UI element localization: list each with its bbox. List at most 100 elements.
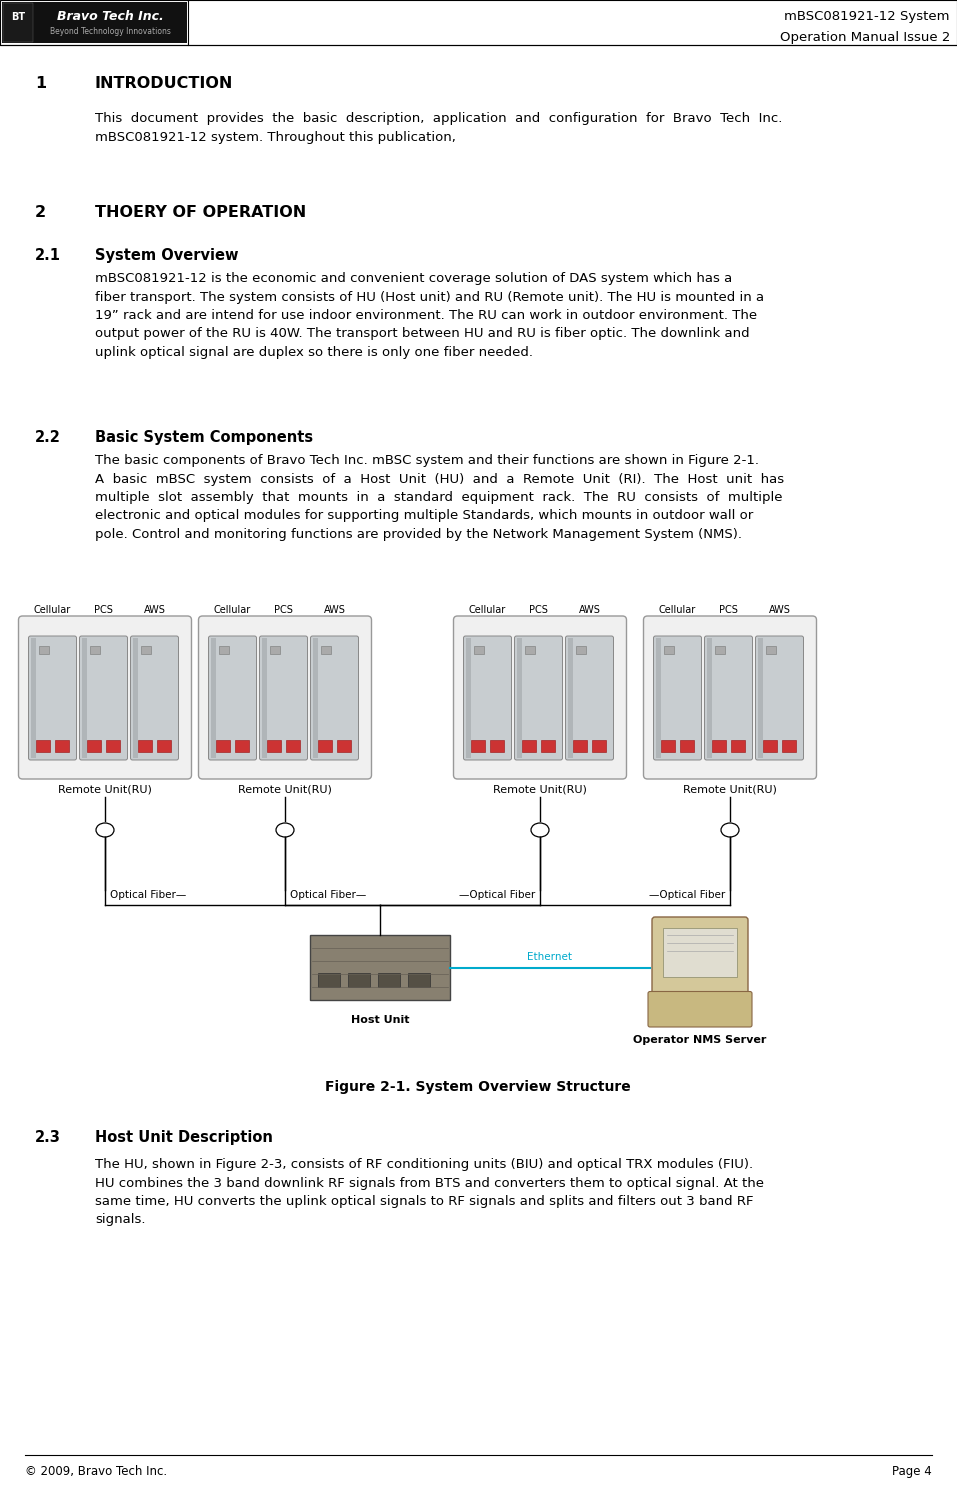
Text: The basic components of Bravo Tech Inc. mBSC system and their functions are show: The basic components of Bravo Tech Inc. … [95, 453, 784, 541]
FancyBboxPatch shape [79, 637, 127, 760]
Ellipse shape [531, 823, 549, 836]
Bar [132, 638, 138, 757]
Bar [234, 740, 249, 751]
Bar [321, 646, 330, 655]
FancyBboxPatch shape [29, 637, 77, 760]
Bar [38, 646, 49, 655]
FancyBboxPatch shape [648, 992, 752, 1027]
Bar [35, 740, 50, 751]
Bar [524, 646, 535, 655]
Bar [575, 646, 586, 655]
FancyBboxPatch shape [259, 637, 307, 760]
Ellipse shape [96, 823, 114, 836]
Bar [706, 638, 711, 757]
FancyBboxPatch shape [130, 637, 179, 760]
Bar [285, 740, 300, 751]
Text: Bravo Tech Inc.: Bravo Tech Inc. [56, 9, 164, 22]
Bar [3, 3, 33, 42]
Bar [2, 1, 187, 43]
Ellipse shape [721, 823, 739, 836]
Bar [337, 740, 350, 751]
FancyBboxPatch shape [566, 637, 613, 760]
Text: 1: 1 [35, 76, 46, 91]
Bar [81, 638, 86, 757]
FancyBboxPatch shape [463, 637, 511, 760]
FancyBboxPatch shape [454, 616, 627, 778]
Bar [591, 740, 606, 751]
Text: This  document  provides  the  basic  description,  application  and  configurat: This document provides the basic descrip… [95, 112, 783, 143]
Bar [522, 740, 536, 751]
Bar [465, 638, 471, 757]
Bar [517, 638, 522, 757]
Text: Cellular: Cellular [33, 605, 71, 614]
Bar [408, 974, 430, 987]
FancyBboxPatch shape [198, 616, 371, 778]
Bar [474, 646, 483, 655]
Bar [86, 740, 100, 751]
Text: Host Unit: Host Unit [351, 1015, 410, 1024]
Bar [766, 646, 775, 655]
Bar [218, 646, 229, 655]
Bar [378, 974, 400, 987]
Text: AWS: AWS [579, 605, 600, 614]
Bar [730, 740, 745, 751]
Bar [310, 935, 450, 1000]
Text: © 2009, Bravo Tech Inc.: © 2009, Bravo Tech Inc. [25, 1466, 167, 1479]
Bar [105, 740, 120, 751]
FancyBboxPatch shape [654, 637, 701, 760]
Text: THOERY OF OPERATION: THOERY OF OPERATION [95, 204, 306, 221]
Text: PCS: PCS [719, 605, 738, 614]
Text: 2.3: 2.3 [35, 1130, 61, 1145]
Text: PCS: PCS [94, 605, 113, 614]
Bar [157, 740, 170, 751]
Text: —Optical Fiber: —Optical Fiber [649, 890, 725, 901]
Bar [318, 740, 331, 751]
Text: Page 4: Page 4 [892, 1466, 932, 1479]
FancyBboxPatch shape [18, 616, 191, 778]
Bar [348, 974, 370, 987]
Text: Host Unit Description: Host Unit Description [95, 1130, 273, 1145]
FancyBboxPatch shape [209, 637, 256, 760]
Text: 2: 2 [35, 204, 46, 221]
Bar [215, 740, 230, 751]
Text: Cellular: Cellular [213, 605, 251, 614]
Bar [763, 740, 776, 751]
Text: Cellular: Cellular [469, 605, 506, 614]
Bar [663, 646, 674, 655]
Bar [782, 740, 795, 751]
Bar [141, 646, 150, 655]
Text: AWS: AWS [144, 605, 166, 614]
Bar [572, 740, 587, 751]
Bar [55, 740, 69, 751]
Text: Remote Unit(RU): Remote Unit(RU) [58, 784, 152, 795]
Bar [568, 638, 572, 757]
Text: Beyond Technology Innovations: Beyond Technology Innovations [50, 27, 170, 36]
FancyBboxPatch shape [755, 637, 804, 760]
Text: AWS: AWS [768, 605, 790, 614]
FancyBboxPatch shape [515, 637, 563, 760]
Bar [660, 740, 675, 751]
Text: PCS: PCS [529, 605, 548, 614]
Text: Figure 2-1. System Overview Structure: Figure 2-1. System Overview Structure [325, 1079, 631, 1094]
Text: 2.1: 2.1 [35, 248, 61, 262]
Text: Optical Fiber—: Optical Fiber— [290, 890, 367, 901]
Text: —Optical Fiber: —Optical Fiber [458, 890, 535, 901]
Text: Remote Unit(RU): Remote Unit(RU) [238, 784, 332, 795]
Bar [31, 638, 35, 757]
Text: mBSC081921-12 System
Operation Manual Issue 2: mBSC081921-12 System Operation Manual Is… [780, 10, 950, 45]
Text: Remote Unit(RU): Remote Unit(RU) [683, 784, 777, 795]
Bar [261, 638, 266, 757]
Text: Optical Fiber—: Optical Fiber— [110, 890, 187, 901]
Bar [266, 740, 280, 751]
Bar [541, 740, 554, 751]
Text: System Overview: System Overview [95, 248, 238, 262]
FancyBboxPatch shape [643, 616, 816, 778]
FancyBboxPatch shape [310, 637, 359, 760]
Bar [211, 638, 215, 757]
FancyBboxPatch shape [652, 917, 748, 996]
Bar [758, 638, 763, 757]
Bar [489, 740, 503, 751]
Text: Ethernet: Ethernet [527, 953, 572, 963]
Bar [663, 927, 737, 977]
Bar [90, 646, 100, 655]
